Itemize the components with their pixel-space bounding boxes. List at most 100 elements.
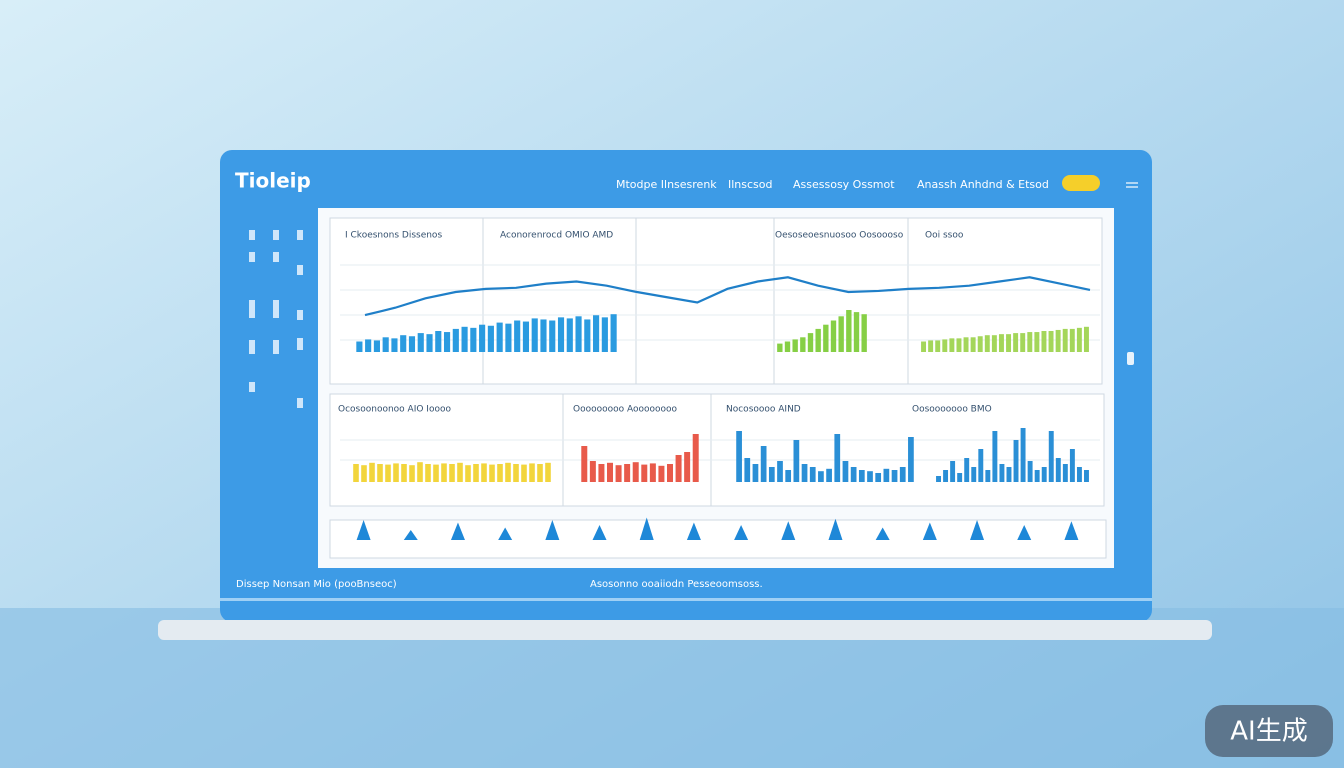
bar (1006, 334, 1012, 352)
bar (928, 340, 934, 352)
bar (985, 470, 991, 482)
bar (984, 335, 990, 352)
bar (514, 320, 521, 352)
bar (830, 320, 837, 352)
bar (684, 452, 691, 482)
bar (1041, 467, 1047, 482)
peak (1017, 525, 1032, 540)
bar (883, 468, 890, 482)
bar (470, 327, 477, 352)
bar (382, 337, 389, 352)
bar (736, 431, 742, 482)
bar (1083, 326, 1089, 352)
nav-item[interactable]: Assessosy Ossmot (793, 178, 895, 191)
bar (950, 461, 956, 482)
bar (964, 458, 970, 482)
laptop-base (158, 620, 1212, 640)
nav-item[interactable]: Ilnscsod (728, 178, 773, 191)
menu-icon[interactable] (1126, 182, 1138, 188)
bar (641, 464, 648, 482)
bar (1076, 467, 1082, 482)
bar (610, 314, 617, 352)
nav-item[interactable]: Mtodpe Ilnsesrenk (616, 178, 717, 191)
bar (1034, 332, 1040, 352)
bar (675, 455, 682, 482)
bar (584, 319, 591, 352)
bar (834, 434, 841, 482)
bar (1084, 470, 1089, 482)
peak (356, 520, 371, 540)
panel-title: Aconorenrocd OMIO AMD (500, 231, 613, 241)
peak (450, 522, 465, 540)
bar (457, 462, 463, 482)
nav-item[interactable]: Anassh Anhdnd & Etsod (917, 178, 1049, 191)
bar (393, 463, 399, 482)
bar (777, 461, 783, 482)
bar (417, 462, 423, 482)
peak (545, 520, 560, 540)
bar (970, 337, 976, 352)
peak (734, 525, 749, 540)
bar (465, 465, 471, 482)
bar (785, 470, 792, 482)
bar (891, 470, 898, 482)
bar (977, 336, 983, 352)
bar (921, 341, 927, 352)
bar (361, 465, 367, 482)
peak (639, 517, 654, 540)
bar (935, 340, 941, 352)
panels (329, 217, 1107, 559)
bar (479, 324, 486, 352)
bar (1020, 333, 1026, 352)
bar (540, 319, 547, 352)
peak (498, 527, 513, 540)
panel-title: Ocosoonoonoo AIO Ioooo (338, 405, 451, 415)
bar (385, 464, 391, 482)
scroll-handle[interactable] (1127, 352, 1134, 365)
bar (481, 463, 487, 482)
bar (658, 465, 665, 482)
bar (441, 463, 447, 482)
bar (401, 464, 407, 482)
bar (875, 473, 882, 482)
bar (461, 326, 468, 352)
watermark-badge (1205, 705, 1333, 757)
bar (792, 339, 798, 352)
bar (991, 335, 997, 352)
panel-title: Oesoseoesnuosoo Oosoooso (775, 231, 904, 241)
bar (957, 473, 963, 482)
bar (365, 339, 372, 352)
bar (768, 467, 775, 482)
bar (1048, 431, 1054, 482)
bar (842, 461, 849, 482)
header-button[interactable] (1062, 175, 1100, 191)
bar (513, 464, 519, 482)
footer-center: Asosonno ooaiiodn Pesseoomsoss. (590, 579, 763, 590)
bar (566, 318, 573, 352)
peak (875, 527, 890, 540)
bar (867, 471, 873, 482)
bar (575, 316, 582, 352)
bar (487, 325, 494, 352)
bar (377, 464, 383, 482)
bar (373, 340, 380, 352)
peak (1064, 521, 1079, 540)
bar (942, 339, 948, 352)
bar (800, 337, 806, 352)
peak (970, 520, 985, 540)
bar (667, 464, 673, 482)
bar (999, 464, 1005, 482)
bar (838, 316, 844, 352)
bar (899, 467, 906, 482)
bar (1055, 329, 1061, 352)
bar (784, 341, 791, 352)
bar (425, 464, 431, 482)
bar (858, 470, 865, 482)
bar (473, 464, 479, 482)
bar (1027, 461, 1033, 482)
bar (956, 338, 962, 352)
peak (592, 525, 607, 540)
bar (607, 462, 613, 482)
bar (433, 464, 439, 482)
bar (449, 464, 455, 482)
